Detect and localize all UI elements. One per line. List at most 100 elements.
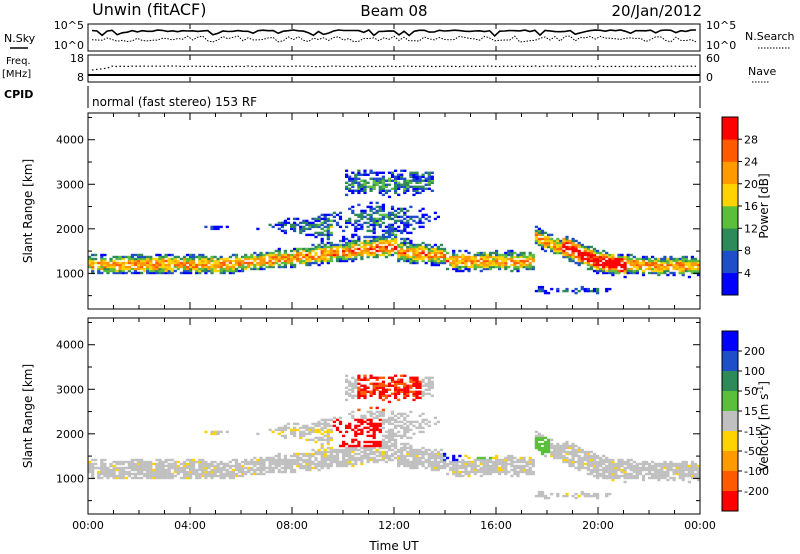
- velocity-cell: [501, 468, 505, 472]
- velocity-cell: [403, 390, 407, 393]
- power-cell: [648, 259, 652, 263]
- velocity-cell: [660, 474, 664, 478]
- power-cell: [452, 251, 456, 255]
- power-cell: [641, 271, 646, 275]
- velocity-cell: [690, 474, 694, 478]
- velocity-cell: [669, 468, 673, 472]
- power-cell: [357, 253, 361, 257]
- velocity-cell: [305, 454, 309, 458]
- velocity-cell: [522, 468, 526, 472]
- power-cell: [412, 185, 416, 188]
- velocity-cell: [375, 442, 379, 446]
- velocity-cell: [657, 468, 661, 472]
- power-cell: [626, 253, 630, 257]
- power-cell: [228, 259, 232, 263]
- velocity-cell: [161, 468, 165, 472]
- velocity-cell: [641, 474, 646, 478]
- velocity-cell: [412, 464, 416, 468]
- velocity-cell: [335, 426, 340, 430]
- power-cell: [580, 259, 584, 263]
- power-cell: [133, 267, 138, 271]
- velocity-cell: [400, 388, 404, 391]
- power-cell: [464, 249, 468, 253]
- velocity-cell: [690, 476, 694, 480]
- velocity-cell: [250, 462, 254, 466]
- power-cell: [164, 265, 168, 269]
- power-cell: [219, 263, 223, 267]
- velocity-cell: [338, 420, 343, 424]
- velocity-cell: [143, 462, 147, 466]
- velocity-cell: [439, 464, 444, 468]
- velocity-cell: [458, 464, 462, 468]
- station-title: Unwin (fitACF): [92, 0, 206, 19]
- power-cell: [418, 181, 422, 184]
- velocity-cell: [571, 454, 575, 458]
- power-cell: [632, 261, 636, 265]
- power-cell: [348, 245, 352, 249]
- power-cell: [274, 249, 278, 253]
- power-cell: [562, 239, 566, 243]
- power-cell: [458, 269, 462, 273]
- power-cell: [589, 259, 593, 263]
- velocity-cell: [406, 464, 410, 468]
- velocity-cell: [568, 452, 572, 456]
- power-cell: [608, 265, 612, 269]
- velocity-cell: [372, 458, 376, 462]
- power-cell: [182, 259, 187, 263]
- power-cell: [314, 261, 318, 265]
- power-cell: [296, 253, 300, 257]
- velocity-cell: [565, 444, 569, 448]
- velocity-cell: [409, 452, 413, 456]
- velocity-cell: [342, 434, 346, 438]
- velocity-cell: [302, 452, 306, 456]
- velocity-cell: [210, 432, 214, 436]
- power-cell: [498, 257, 502, 261]
- velocity-cell: [430, 468, 434, 472]
- velocity-cell: [559, 444, 563, 448]
- power-cell: [409, 259, 413, 263]
- velocity-cell: [369, 434, 373, 438]
- power-cell: [461, 261, 465, 265]
- velocity-cell: [372, 382, 376, 385]
- velocity-cell: [225, 468, 229, 472]
- velocity-cell: [219, 470, 223, 474]
- velocity-cell: [149, 472, 153, 476]
- power-cell: [550, 287, 554, 291]
- velocity-cell: [378, 376, 382, 379]
- velocity-cell: [449, 466, 453, 470]
- power-cell: [534, 241, 538, 245]
- velocity-cell: [418, 448, 422, 452]
- velocity-cell: [115, 460, 119, 464]
- velocity-cell: [366, 434, 370, 438]
- power-cell: [137, 253, 141, 257]
- power-cell: [91, 267, 95, 271]
- power-cell: [213, 267, 217, 271]
- velocity-cell: [681, 472, 685, 476]
- power-cell: [97, 261, 101, 265]
- velocity-cell: [88, 462, 92, 466]
- velocity-cell: [189, 476, 193, 480]
- velocity-cell: [406, 442, 410, 446]
- y-tick-label: 4000: [56, 339, 84, 352]
- velocity-cell: [534, 442, 538, 446]
- velocity-cell: [342, 440, 346, 444]
- velocity-cell: [586, 468, 590, 472]
- power-cell: [424, 171, 428, 174]
- velocity-cell: [216, 432, 220, 436]
- velocity-cell: [455, 474, 459, 478]
- power-cell: [253, 257, 257, 261]
- power-cell: [308, 257, 312, 261]
- power-cell: [326, 253, 330, 257]
- power-cell: [629, 271, 633, 275]
- velocity-cell: [342, 458, 346, 462]
- velocity-cell: [167, 466, 171, 470]
- power-cell: [345, 173, 349, 176]
- power-cell: [528, 263, 532, 267]
- power-cell: [485, 261, 489, 265]
- velocity-cell: [378, 428, 382, 432]
- velocity-cell: [516, 474, 520, 478]
- velocity-cell: [394, 444, 398, 448]
- velocity-cell: [155, 458, 159, 462]
- power-cell: [394, 251, 398, 255]
- power-x-ticks: [87, 24, 701, 309]
